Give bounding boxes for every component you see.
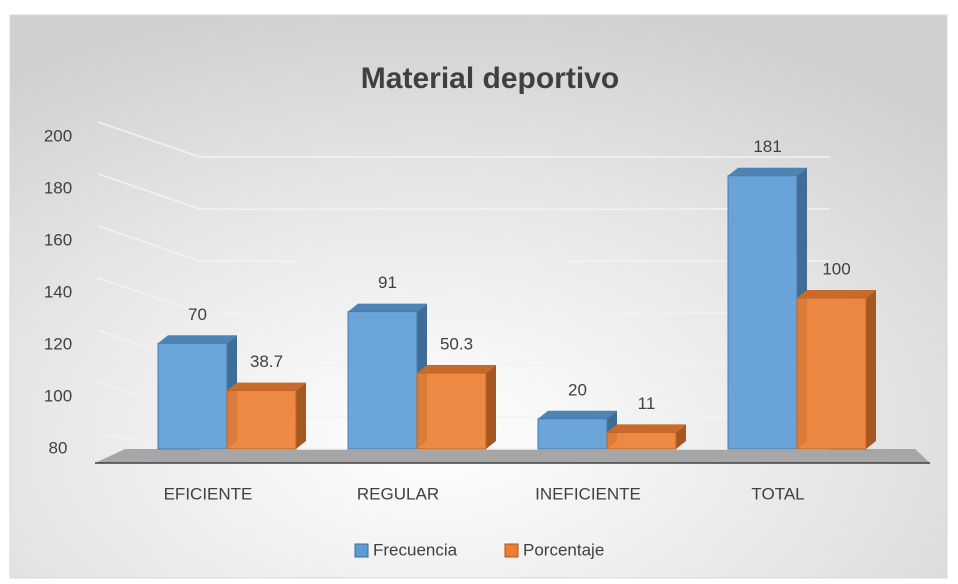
bar-side [866,290,876,449]
value-label: 11 [638,394,656,413]
legend-label: Frecuencia [373,540,458,559]
value-label: 70 [188,305,207,324]
legend-swatch [504,543,519,558]
y-tick-label: 80 [49,438,68,457]
bar-side [676,424,686,449]
x-tick-label: REGULAR [357,484,439,503]
y-tick-label: 160 [44,230,72,249]
bar [727,175,798,450]
bar-top [417,365,496,374]
y-tick-label: 100 [44,386,72,405]
bar-side [486,365,496,449]
bar-top [227,382,306,391]
y-tick-label: 200 [44,126,72,145]
bar [796,297,867,450]
x-tick-label: EFICIENTE [164,484,253,503]
legend-swatch [354,543,369,558]
bar-top [538,410,617,419]
bar [537,418,608,450]
value-label: 20 [568,380,587,399]
bar-top [797,290,876,298]
bar [226,390,297,450]
bar-top [348,303,427,312]
grid-line [97,173,201,210]
grid-line [97,121,201,158]
y-tick-label: 140 [44,282,72,301]
bar-top [728,167,807,176]
bar [416,372,487,450]
x-tick-label: INEFICIENTE [535,484,641,503]
bar-top [158,335,237,344]
bar-side [296,382,306,449]
bar [347,311,418,450]
y-tick-label: 120 [44,334,72,353]
value-label: 181 [753,137,781,156]
bar [606,431,677,450]
value-label: 100 [822,259,850,278]
grid-line [97,225,201,262]
value-label: 50.3 [440,335,473,354]
floor [95,449,930,463]
chart-title: Material deportivo [361,62,619,95]
y-tick-label: 180 [44,178,72,197]
bar-top [607,424,686,433]
value-label: 91 [378,273,397,292]
legend-label: Porcentaje [523,540,604,559]
grid-line [97,277,201,314]
bar [157,342,228,450]
x-tick-label: TOTAL [751,484,804,503]
value-label: 38.7 [250,352,283,371]
